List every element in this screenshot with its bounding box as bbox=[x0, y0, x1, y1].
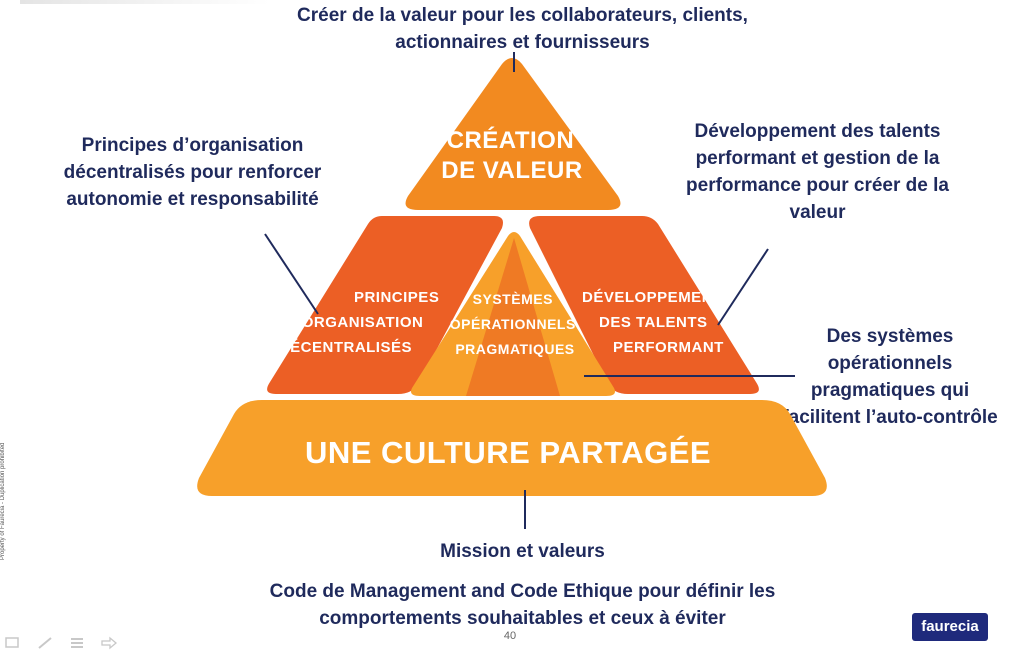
mission-values-label: Mission et valeurs bbox=[440, 541, 605, 562]
header-shadow bbox=[20, 0, 270, 4]
arrow-icon[interactable] bbox=[100, 636, 118, 650]
right-connector-line bbox=[717, 248, 769, 326]
right-segment-label: DÉVELOPPEMENT DES TALENTS PERFORMANT bbox=[582, 289, 727, 356]
slide-nav-toolbar bbox=[4, 636, 118, 652]
base-segment-label: UNE CULTURE PARTAGÉE bbox=[305, 435, 711, 470]
left-segment-label: PRINCIPES D’ORGANISATION DÉCENTRALISÉS bbox=[279, 289, 444, 356]
left-connector-line bbox=[264, 233, 319, 315]
page-number: 40 bbox=[503, 630, 517, 642]
faurecia-logo: faurecia bbox=[912, 613, 988, 641]
code-callout: Code de Management and Code Ethique pour… bbox=[269, 581, 776, 629]
systems-callout: Des systèmes opérationnels pragmatiques … bbox=[782, 326, 998, 428]
pyramid-left-shape bbox=[267, 216, 503, 394]
top-segment-label: CRÉATION DE VALEUR bbox=[441, 126, 582, 184]
talent-callout: Développement des talents performant et … bbox=[686, 121, 949, 223]
menu-icon[interactable] bbox=[68, 636, 86, 650]
organisation-callout: Principes d’organisation décentralisés p… bbox=[63, 135, 322, 210]
pencil-icon[interactable] bbox=[36, 636, 54, 650]
pyramid-top-shape bbox=[405, 58, 621, 210]
pyramid-center-accent bbox=[466, 238, 560, 396]
pen-icon[interactable] bbox=[4, 636, 22, 650]
pyramid-base-shape bbox=[197, 400, 827, 496]
pyramid-right-shape bbox=[529, 216, 759, 394]
center-segment-label: SYSTÈMES OPÉRATIONNELS PRAGMATIQUES bbox=[450, 291, 580, 357]
copyright-note: Property of Faurecia - Duplication prohi… bbox=[0, 442, 6, 560]
value-creation-callout: Créer de la valeur pour les collaborateu… bbox=[297, 5, 748, 53]
